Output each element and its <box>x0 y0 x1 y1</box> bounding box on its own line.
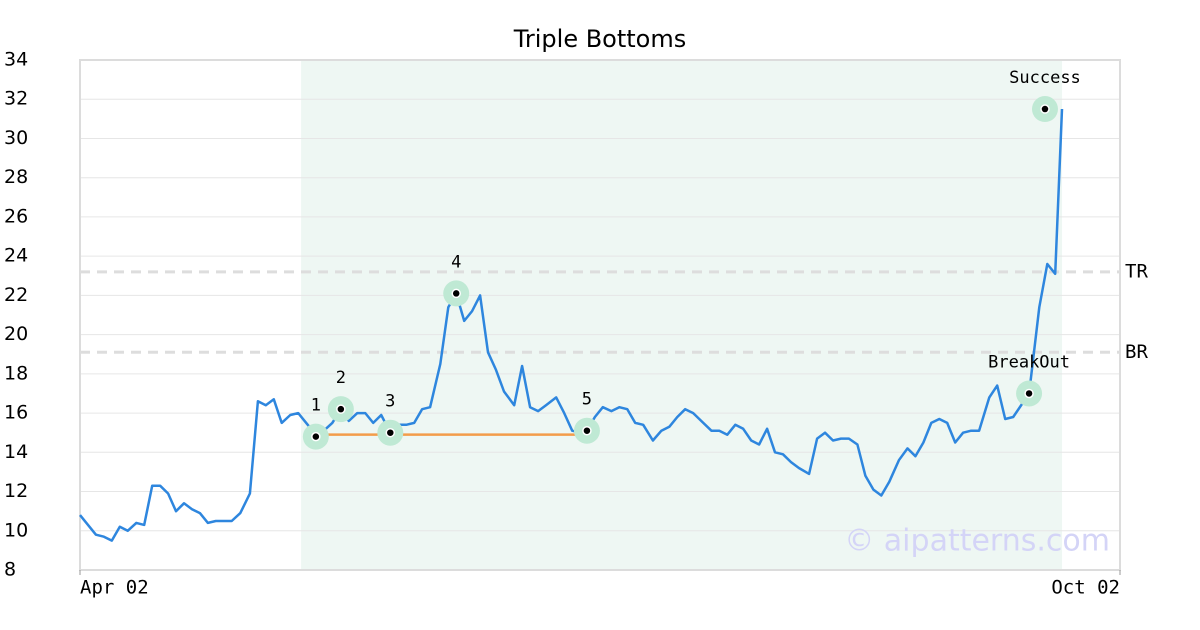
y-tick-label: 10 <box>4 519 28 541</box>
pattern-point <box>1024 388 1034 399</box>
chart-title: Triple Bottoms <box>513 25 687 53</box>
y-tick-label: 34 <box>4 49 28 71</box>
y-tick-label: 30 <box>4 127 28 149</box>
y-tick-label: 8 <box>4 559 16 581</box>
x-tick-label: Apr 02 <box>80 577 149 599</box>
pattern-point <box>451 288 461 299</box>
pattern-point <box>336 404 346 414</box>
pattern-point-label: 1 <box>311 396 321 416</box>
y-tick-label: 32 <box>4 88 28 110</box>
y-tick-label: 22 <box>4 284 28 306</box>
pattern-point-label: 2 <box>336 368 346 388</box>
reference-label: TR <box>1125 260 1148 282</box>
pattern-point <box>1040 104 1050 114</box>
pattern-point-label: 4 <box>451 252 461 272</box>
x-tick-label: Oct 02 <box>1051 577 1120 599</box>
y-tick-label: 14 <box>4 441 28 463</box>
y-tick-label: 16 <box>4 402 28 424</box>
y-tick-label: 12 <box>4 480 28 502</box>
y-tick-label: 28 <box>4 166 28 188</box>
y-tick-label: 20 <box>4 323 28 345</box>
reference-label: BR <box>1125 341 1148 363</box>
pattern-point <box>311 431 321 442</box>
pattern-point <box>385 427 396 438</box>
plot-border <box>79 59 1121 571</box>
y-tick-label: 18 <box>4 362 28 384</box>
y-tick-label: 24 <box>4 245 28 267</box>
pattern-point-label: BreakOut <box>988 352 1070 372</box>
price-line <box>79 108 1064 542</box>
pattern-point-label: Success <box>1009 68 1081 88</box>
pattern-point <box>582 425 592 436</box>
pattern-region <box>301 60 1063 570</box>
pattern-point-label: 3 <box>385 392 395 412</box>
pattern-point-label: 5 <box>582 390 592 410</box>
y-tick-label: 26 <box>4 205 28 227</box>
watermark: © aipatterns.com <box>844 524 1110 559</box>
